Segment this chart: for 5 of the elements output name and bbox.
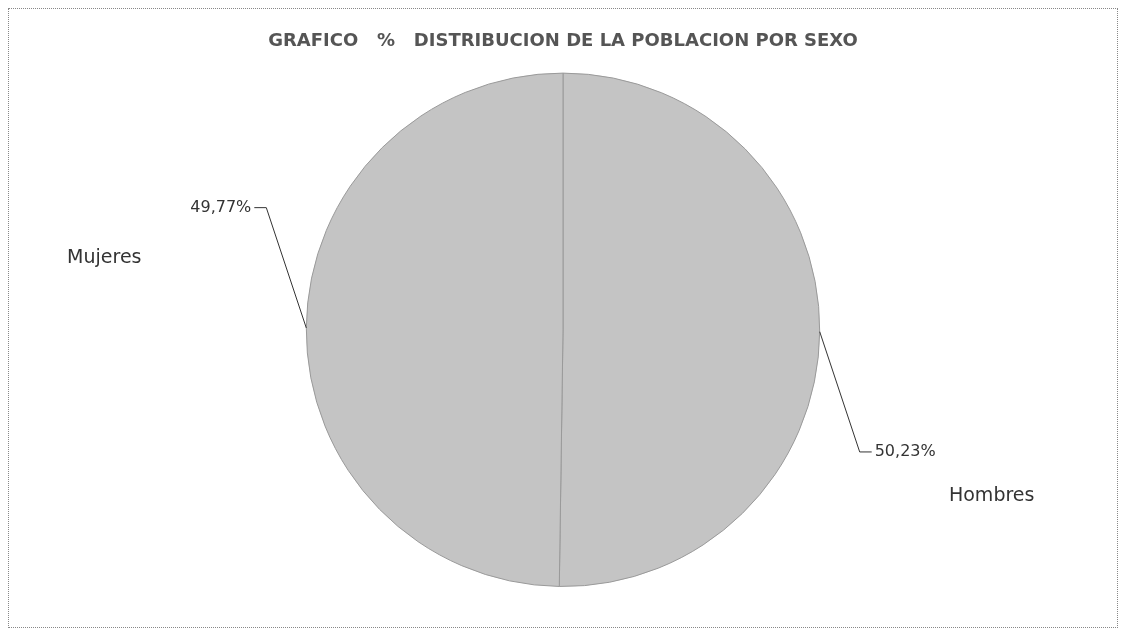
chart-title: GRAFICO % DISTRIBUCION DE LA POBLACION POR SEXO [268,29,858,51]
slice-label: Mujeres [67,244,142,267]
slice-label: Hombres [948,482,1035,505]
data-label: 49,77% [190,196,252,216]
data-label: 50,23% [874,441,936,461]
